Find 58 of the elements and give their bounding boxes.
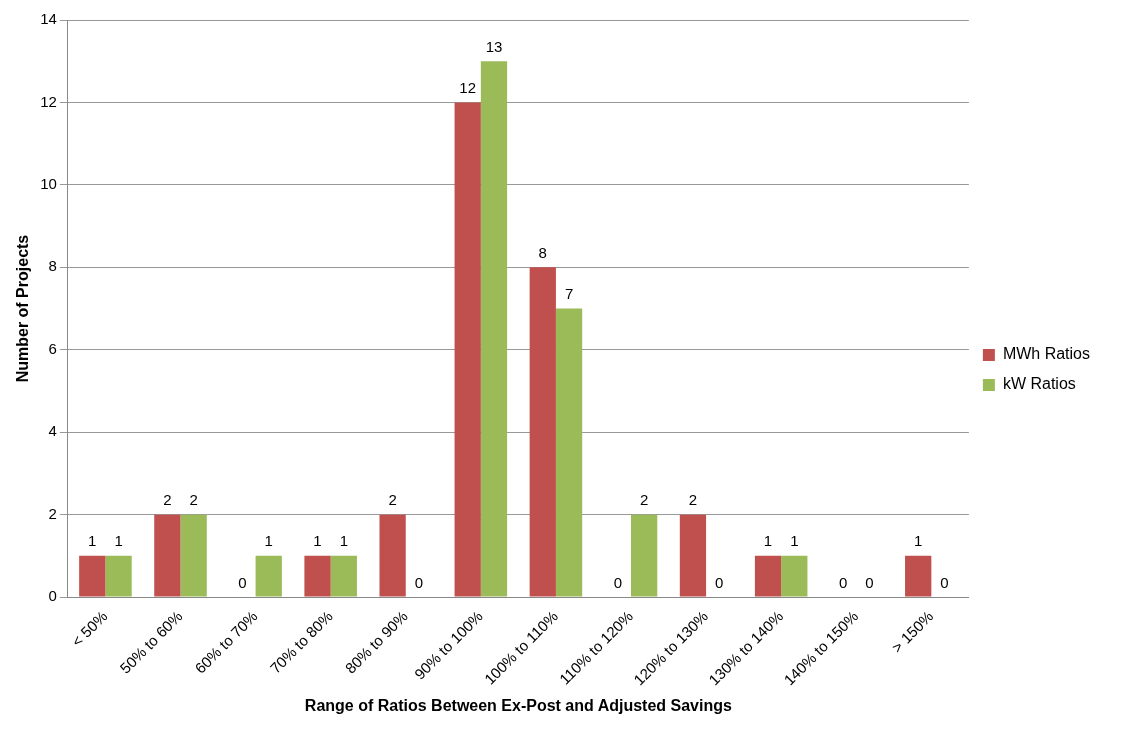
data-label: 1 (339, 532, 348, 550)
data-label: 2 (688, 491, 698, 509)
data-label: 1 (790, 532, 799, 550)
y-tick-label: 8 (48, 257, 57, 275)
bar (781, 555, 808, 597)
data-label: 2 (639, 491, 649, 509)
x-axis-title: Range of Ratios Between Ex-Post and Adjusted Savings (304, 696, 732, 714)
data-label: 13 (485, 37, 503, 55)
y-tick-label: 6 (48, 339, 57, 357)
data-label: 2 (189, 491, 198, 509)
x-tick-label: < 50% (68, 607, 111, 650)
y-tick-label: 0 (48, 587, 57, 605)
y-axis-title: Number of Projects (14, 234, 32, 383)
bar (480, 61, 508, 597)
data-label: 8 (538, 243, 547, 261)
data-label: 2 (388, 491, 397, 509)
legend-label: kW Ratios (1002, 375, 1076, 393)
legend-label: MWh Ratios (1002, 345, 1090, 363)
data-label: 0 (865, 573, 874, 591)
bar (180, 514, 207, 597)
data-label: 1 (264, 532, 273, 550)
data-label: 1 (88, 532, 97, 550)
bar (304, 555, 331, 597)
bar (754, 555, 782, 597)
data-label: 0 (414, 573, 424, 591)
data-label: 1 (114, 532, 123, 550)
data-label: 1 (763, 532, 773, 550)
bar (905, 555, 932, 597)
bar (379, 514, 406, 597)
bar (330, 555, 357, 597)
x-tick-label: 70% to 80% (266, 607, 336, 677)
bar (79, 555, 106, 597)
data-label: 1 (914, 532, 923, 550)
y-tick-label: 2 (48, 504, 57, 522)
bar (679, 514, 707, 597)
bar (454, 102, 481, 597)
x-tick-label: 50% to 60% (116, 607, 186, 677)
bar (255, 555, 282, 597)
bar (105, 555, 132, 597)
data-label: 7 (564, 285, 574, 303)
x-tick-label: 80% to 90% (341, 607, 411, 677)
bar (555, 308, 583, 597)
data-label: 0 (238, 573, 247, 591)
data-label: 0 (715, 573, 724, 591)
y-tick-label: 12 (40, 92, 57, 110)
bar (154, 514, 181, 597)
y-tick-label: 4 (48, 422, 57, 440)
bar (529, 267, 556, 597)
y-tick-label: 10 (40, 175, 57, 193)
data-label: 0 (613, 573, 623, 591)
bar (631, 514, 658, 597)
data-label: 12 (459, 79, 477, 97)
data-label: 0 (940, 573, 949, 591)
y-tick-label: 14 (40, 10, 57, 28)
data-label: 1 (313, 532, 322, 550)
data-label: 2 (163, 491, 172, 509)
data-label: 0 (838, 573, 848, 591)
x-tick-label: 60% to 70% (191, 607, 261, 677)
